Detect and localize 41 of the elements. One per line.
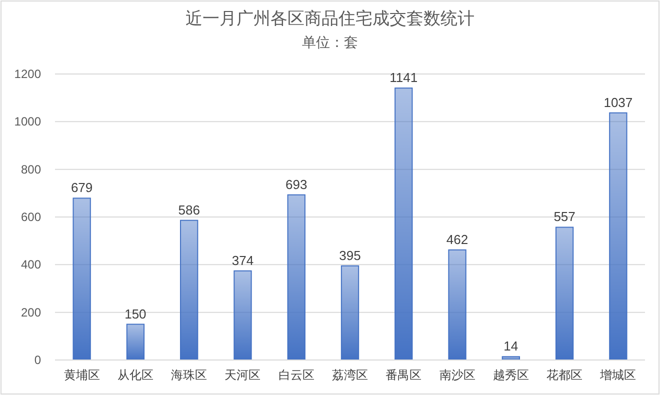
bar bbox=[234, 270, 252, 360]
y-tick-label: 200 bbox=[20, 305, 42, 320]
y-tick-label: 1000 bbox=[14, 114, 42, 129]
bar bbox=[180, 220, 198, 360]
bar bbox=[287, 194, 306, 360]
y-tick-label: 400 bbox=[20, 258, 42, 272]
data-label: 150 bbox=[124, 306, 146, 322]
data-label: 462 bbox=[446, 232, 468, 247]
bar bbox=[555, 226, 574, 360]
data-label: 14 bbox=[504, 338, 518, 354]
data-label: 1037 bbox=[604, 94, 633, 110]
x-tick-label: 越秀区 bbox=[492, 368, 529, 382]
bar bbox=[609, 112, 628, 360]
data-label: 374 bbox=[232, 252, 254, 268]
data-label: 1141 bbox=[390, 70, 418, 86]
x-tick-label: 花都区 bbox=[546, 368, 583, 382]
bar bbox=[394, 88, 413, 360]
chart-subtitle: 单位：套 bbox=[302, 34, 358, 50]
data-label: 557 bbox=[554, 209, 576, 224]
x-tick-label: 增城区 bbox=[599, 368, 636, 382]
x-tick-label: 白云区 bbox=[278, 368, 314, 382]
y-tick-label: 1200 bbox=[14, 67, 42, 81]
bar bbox=[126, 324, 145, 360]
data-label: 586 bbox=[178, 202, 200, 218]
x-tick-label: 南沙区 bbox=[439, 368, 476, 382]
data-label: 693 bbox=[286, 176, 308, 192]
x-tick-label: 海珠区 bbox=[171, 368, 208, 382]
data-label: 395 bbox=[339, 248, 361, 263]
y-tick-label: 800 bbox=[20, 162, 42, 176]
y-tick-label: 0 bbox=[34, 353, 42, 367]
bar bbox=[340, 265, 360, 360]
x-tick-label: 番禺区 bbox=[386, 368, 422, 382]
x-tick-label: 黄埔区 bbox=[64, 368, 100, 382]
chart-title: 近一月广州各区商品住宅成交套数统计 bbox=[186, 9, 474, 28]
bar bbox=[72, 198, 91, 360]
x-tick-label: 从化区 bbox=[117, 368, 154, 382]
y-tick-label: 600 bbox=[20, 210, 42, 224]
data-label: 679 bbox=[70, 180, 93, 196]
x-tick-label: 天河区 bbox=[224, 368, 261, 382]
x-tick-label: 荔湾区 bbox=[332, 368, 368, 382]
bar bbox=[448, 249, 466, 360]
